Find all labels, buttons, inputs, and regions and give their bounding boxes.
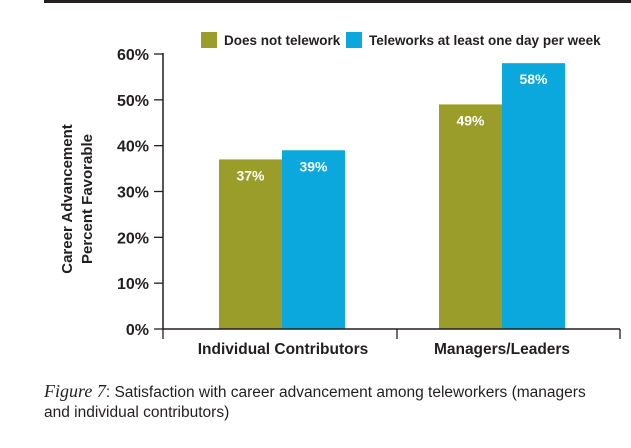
top-rule — [44, 0, 631, 3]
bar — [502, 63, 565, 330]
legend-label: Teleworks at least one day per week — [369, 33, 601, 48]
legend-label: Does not telework — [224, 33, 341, 48]
bar-value-label: 58% — [519, 71, 548, 87]
y-tick-label: 40% — [117, 139, 149, 156]
legend-swatch — [201, 32, 217, 48]
figure-label: Figure 7 — [44, 381, 106, 401]
bar-value-label: 49% — [456, 112, 485, 128]
bar — [282, 150, 345, 329]
bar — [219, 159, 282, 329]
figure-caption: Figure 7: Satisfaction with career advan… — [44, 381, 604, 423]
caption-text: : Satisfaction with career advancement a… — [44, 384, 586, 421]
legend-swatch — [346, 32, 362, 48]
legend: Does not telework Teleworks at least one … — [201, 32, 601, 48]
bar-value-label: 37% — [236, 167, 265, 183]
y-tick-label: 50% — [117, 93, 149, 110]
y-tick-label: 10% — [117, 276, 149, 293]
category-label: Managers/Leaders — [434, 341, 570, 358]
y-axis-title-line: Percent Favorable — [79, 134, 96, 264]
legend-item: Does not telework — [201, 32, 341, 48]
y-tick-label: 30% — [117, 185, 149, 202]
bars — [219, 63, 565, 330]
y-tick-label: 20% — [117, 230, 149, 247]
category-label: Individual Contributors — [198, 341, 369, 358]
axes — [162, 53, 621, 339]
bar — [439, 104, 502, 330]
y-tick-label: 60% — [117, 47, 149, 64]
category-labels: Individual Contributors Managers/Leaders — [198, 341, 570, 358]
y-axis-title: Career Advancement Percent Favorable — [59, 124, 96, 274]
y-tick-label: 0% — [126, 322, 149, 339]
bar-value-label: 39% — [299, 158, 328, 174]
y-axis-ticks: 0% 10% 20% 30% 40% 50% 60% — [117, 47, 163, 339]
legend-item: Teleworks at least one day per week — [346, 32, 601, 48]
bar-labels: 37% 39% 49% 58% — [236, 71, 548, 183]
y-axis-title-line: Career Advancement — [59, 124, 76, 274]
